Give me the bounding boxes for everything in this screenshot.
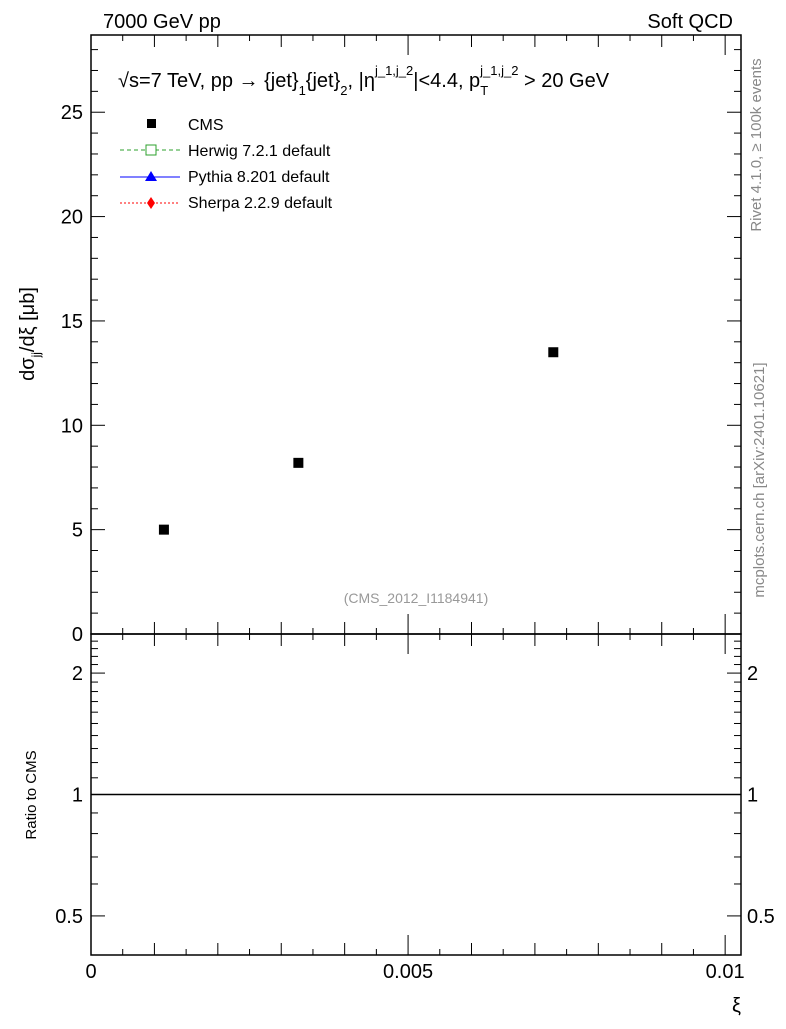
legend-herwig-marker bbox=[145, 144, 157, 156]
analysis-watermark: (CMS_2012_I1184941) bbox=[344, 590, 489, 606]
y-tick-label: 5 bbox=[72, 520, 83, 542]
ratio-y-tick-label-right: 2 bbox=[747, 663, 758, 685]
ratio-y-tick-label: 1 bbox=[72, 785, 83, 807]
legend-pythia-marker bbox=[145, 171, 157, 181]
y-tick-label: 10 bbox=[61, 415, 83, 437]
x-tick-label: 0 bbox=[85, 961, 96, 983]
legend-pythia-label: Pythia 8.201 default bbox=[188, 169, 330, 186]
ratio-y-tick-label-right: 0.5 bbox=[747, 906, 775, 928]
cms-data-point bbox=[158, 524, 169, 535]
y-tick-label: 15 bbox=[61, 311, 83, 333]
legend-sherpa-marker bbox=[147, 197, 155, 209]
y-tick-label: 25 bbox=[61, 102, 83, 124]
plot-title: √s=7 TeV, pp → {jet}1{jet}2, |ηj_1,j_2|<… bbox=[118, 63, 610, 98]
x-axis-label: ξ bbox=[732, 995, 741, 1017]
ratio-y-axis-label: Ratio to CMS bbox=[23, 750, 40, 839]
legend: CMS Herwig 7.2.1 default Pythia 8.201 de… bbox=[120, 117, 333, 212]
x-tick-label: 0.005 bbox=[383, 961, 433, 983]
mcplots-label: mcplots.cern.ch [arXiv:2401.10621] bbox=[751, 362, 768, 597]
x-tick-label: 0.01 bbox=[706, 961, 745, 983]
ratio-y-tick-label-right: 1 bbox=[747, 785, 758, 807]
header-left: 7000 GeV pp bbox=[103, 11, 221, 33]
ratio-y-tick-label: 0.5 bbox=[55, 906, 83, 928]
legend-cms-marker bbox=[147, 119, 156, 128]
ratio-y-tick-label: 2 bbox=[72, 663, 83, 685]
legend-sherpa-label: Sherpa 2.2.9 default bbox=[188, 195, 333, 212]
cms-data-point bbox=[293, 457, 304, 468]
legend-cms-label: CMS bbox=[188, 117, 224, 134]
y-tick-label: 20 bbox=[61, 207, 83, 229]
header-right: Soft QCD bbox=[647, 11, 733, 33]
rivet-label: Rivet 4.1.0, ≥ 100k events bbox=[748, 58, 765, 231]
y-tick-label: 0 bbox=[72, 624, 83, 646]
cms-data-point bbox=[548, 347, 559, 358]
y-axis-label: dσjj/dξ [μb] bbox=[17, 287, 43, 381]
legend-herwig-label: Herwig 7.2.1 default bbox=[188, 143, 331, 160]
